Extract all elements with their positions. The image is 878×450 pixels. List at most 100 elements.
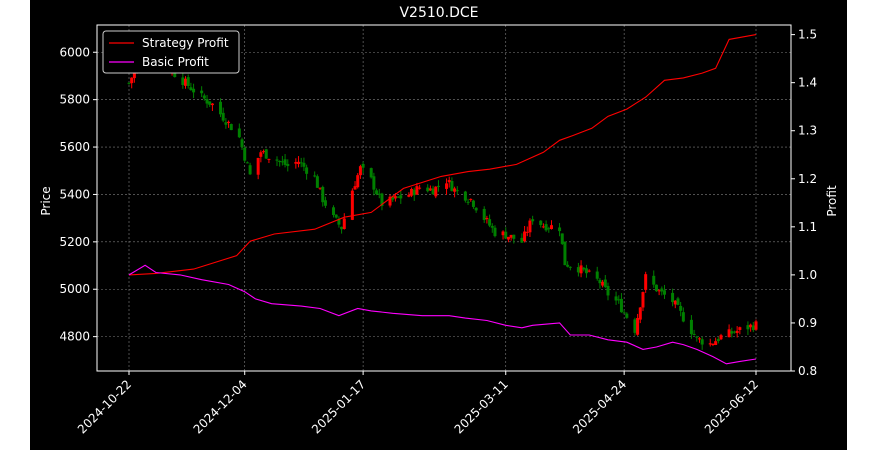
candle-body [412,189,416,196]
candle-body [558,227,562,232]
candle-body [302,162,306,167]
candle-body [353,186,357,190]
candle-body [746,325,750,330]
candle-body [369,168,373,178]
candle-body [245,162,249,164]
candle-body [692,333,696,336]
candle-body [337,218,341,225]
candle-body [229,124,233,131]
candle-body [727,329,731,338]
candle-body [450,180,454,192]
candle-body [240,139,244,148]
candle-body [714,341,718,346]
left-tick-label: 4800 [59,330,90,344]
candle-body [579,265,583,274]
candle-body [248,165,252,175]
candle-body [434,186,438,197]
candle-body [566,264,570,267]
candle-body [358,166,362,176]
candle-body [262,151,266,153]
candle-body [205,99,209,104]
candle-body [603,279,607,287]
candle-body [264,149,268,159]
candle-body [318,187,322,189]
candle-body [218,101,222,115]
candle-body [275,159,279,161]
candle-body [361,164,365,168]
candle-body [130,77,134,84]
candle-body [393,196,397,199]
candle-body [525,231,529,233]
candle-body [426,187,430,192]
candle-body [549,225,553,229]
candle-body [323,200,327,206]
candle-body [447,180,451,183]
candle-body [396,196,400,198]
candle-body [407,194,411,197]
right-tick-label: 1.1 [798,220,817,234]
candle-body [305,167,309,174]
candle-body [735,330,739,333]
candle-body [350,190,354,220]
candle-body [375,190,379,195]
candle-body [208,101,212,105]
candle-body [636,318,640,335]
candle-body [428,188,432,191]
candle-body [563,241,567,266]
candle-body [512,234,516,239]
candle-body [380,193,384,207]
strategy-profit-line [128,34,757,276]
candle-body [730,331,734,334]
candle-body [601,281,605,286]
candle-body [738,327,742,330]
right-tick-label: 1.3 [798,124,817,138]
candle-body [334,214,338,218]
candle-body [391,196,395,200]
candle-body [315,176,319,188]
candle-body [237,128,241,138]
candle-body [531,219,535,222]
candle-body [625,313,629,318]
candle-body [584,268,588,274]
candle-body [506,236,510,240]
basic-profit-line [128,264,757,365]
candle-body [619,298,623,313]
candle-body [509,234,513,238]
candle-body [528,220,532,233]
candle-body [286,163,290,167]
candle-body [641,292,645,308]
right-tick-label: 0.8 [798,364,817,378]
left-tick-label: 5800 [59,93,90,107]
chart-background [30,0,847,450]
candle-body [463,191,467,201]
right-tick-label: 1.5 [798,28,817,42]
candle-body [297,161,301,165]
candle-body [431,188,435,195]
candle-body [673,300,677,305]
candle-body [469,198,473,200]
plot-frame [96,24,792,372]
candle-body [243,147,247,161]
candle-body [749,324,753,328]
candle-body [321,186,325,203]
candle-body [598,279,602,284]
candle-body [695,336,699,338]
left-tick-label: 5400 [59,187,90,201]
legend-label-basic: Basic Profit [142,55,209,69]
candle-body [560,233,564,244]
candle-body [189,87,193,91]
candle-body [445,183,449,189]
candle-body [614,296,618,301]
candle-body [689,319,693,335]
candle-body [259,152,263,157]
candle-body [415,186,419,195]
right-tick-label: 1.4 [798,76,817,90]
candle-body [501,231,505,236]
candle-body [388,196,392,206]
candle-body [657,290,661,292]
candle-body [224,122,228,125]
candle-body [520,237,524,243]
candle-body [716,339,720,341]
right-tick-label: 1.0 [798,268,817,282]
candle-body [732,331,736,333]
